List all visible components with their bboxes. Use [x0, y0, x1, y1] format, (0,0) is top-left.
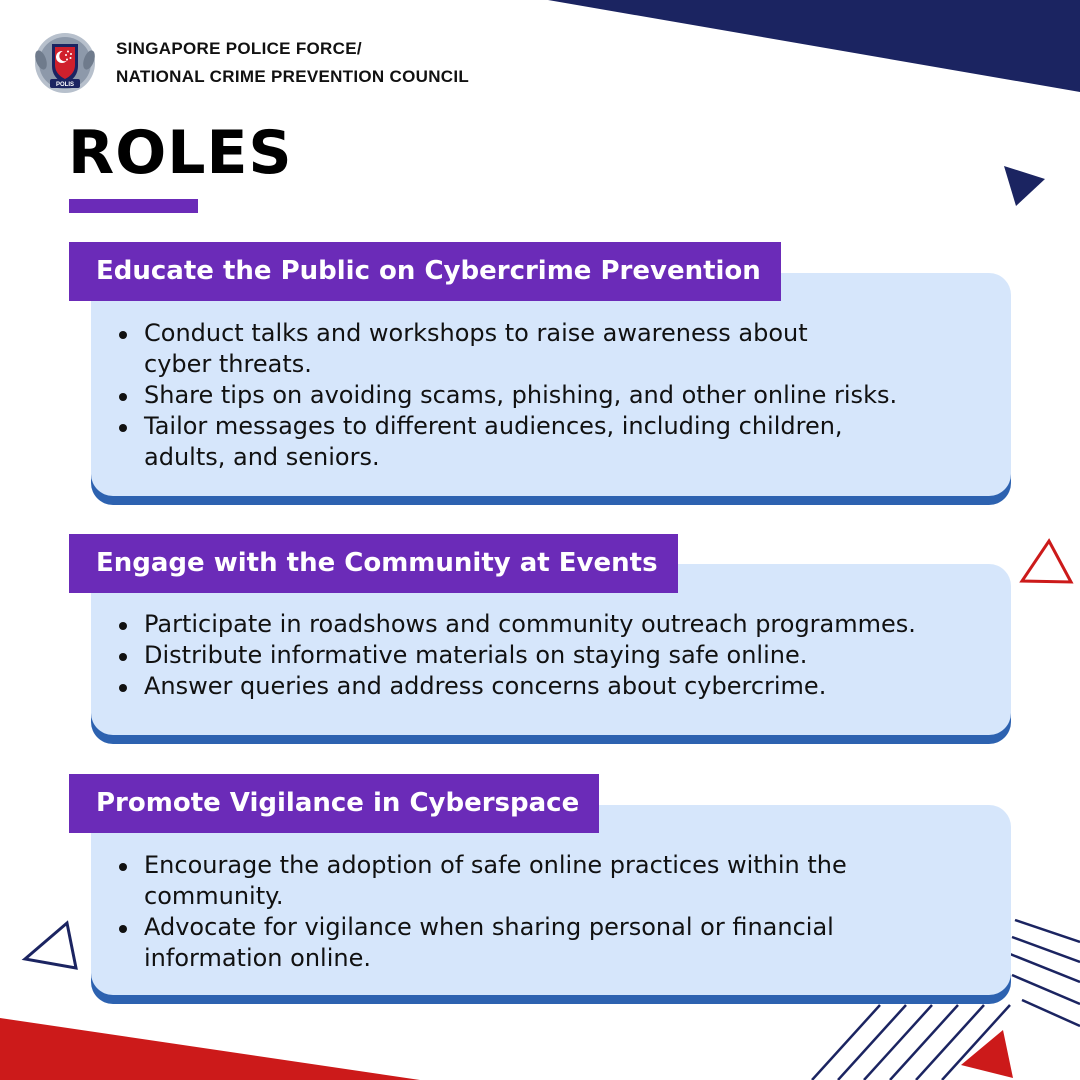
bullet-list: Participate in roadshows and community o… [117, 609, 991, 702]
organization-name: SINGAPORE POLICE FORCE/ NATIONAL CRIME P… [116, 35, 469, 91]
bullet-item: Answer queries and address concerns abou… [117, 671, 991, 702]
bullet-item: Tailor messages to different audiences, … [117, 411, 991, 473]
header: POLIS SINGAPORE POLICE FORCE/ NATIONAL C… [32, 30, 469, 96]
organization-line-2: NATIONAL CRIME PREVENTION COUNCIL [116, 67, 470, 86]
section-card-body [91, 273, 1011, 496]
navy-corner-band [548, 0, 1080, 92]
red-triangle [961, 1030, 1013, 1078]
title-underline [69, 199, 198, 213]
section-title: Engage with the Community at Events [69, 534, 678, 593]
navy-hatch-lines [811, 918, 1080, 1080]
police-crest-logo: POLIS [35, 33, 95, 93]
section-card-body [91, 805, 1011, 995]
bullet-item: Conduct talks and workshops to raise awa… [117, 318, 991, 380]
navy-triangle [1004, 166, 1045, 206]
bullet-item: Encourage the adoption of safe online pr… [117, 850, 991, 912]
organization-line-1: SINGAPORE POLICE FORCE/ [116, 39, 362, 58]
navy-outline-triangle [21, 920, 78, 970]
bullet-item: Advocate for vigilance when sharing pers… [117, 912, 991, 974]
bullet-item: Distribute informative materials on stay… [117, 640, 991, 671]
bullet-list: Conduct talks and workshops to raise awa… [117, 318, 991, 473]
bullet-item: Participate in roadshows and community o… [117, 609, 991, 640]
red-corner-band [0, 1018, 420, 1080]
red-outline-triangle [1019, 538, 1074, 584]
section-title: Educate the Public on Cybercrime Prevent… [69, 242, 781, 301]
bullet-item: Share tips on avoiding scams, phishing, … [117, 380, 991, 411]
section-title: Promote Vigilance in Cyberspace [69, 774, 600, 833]
crest-label: POLIS [56, 82, 74, 88]
bullet-list: Encourage the adoption of safe online pr… [117, 850, 991, 974]
page-title: ROLES [68, 118, 293, 188]
